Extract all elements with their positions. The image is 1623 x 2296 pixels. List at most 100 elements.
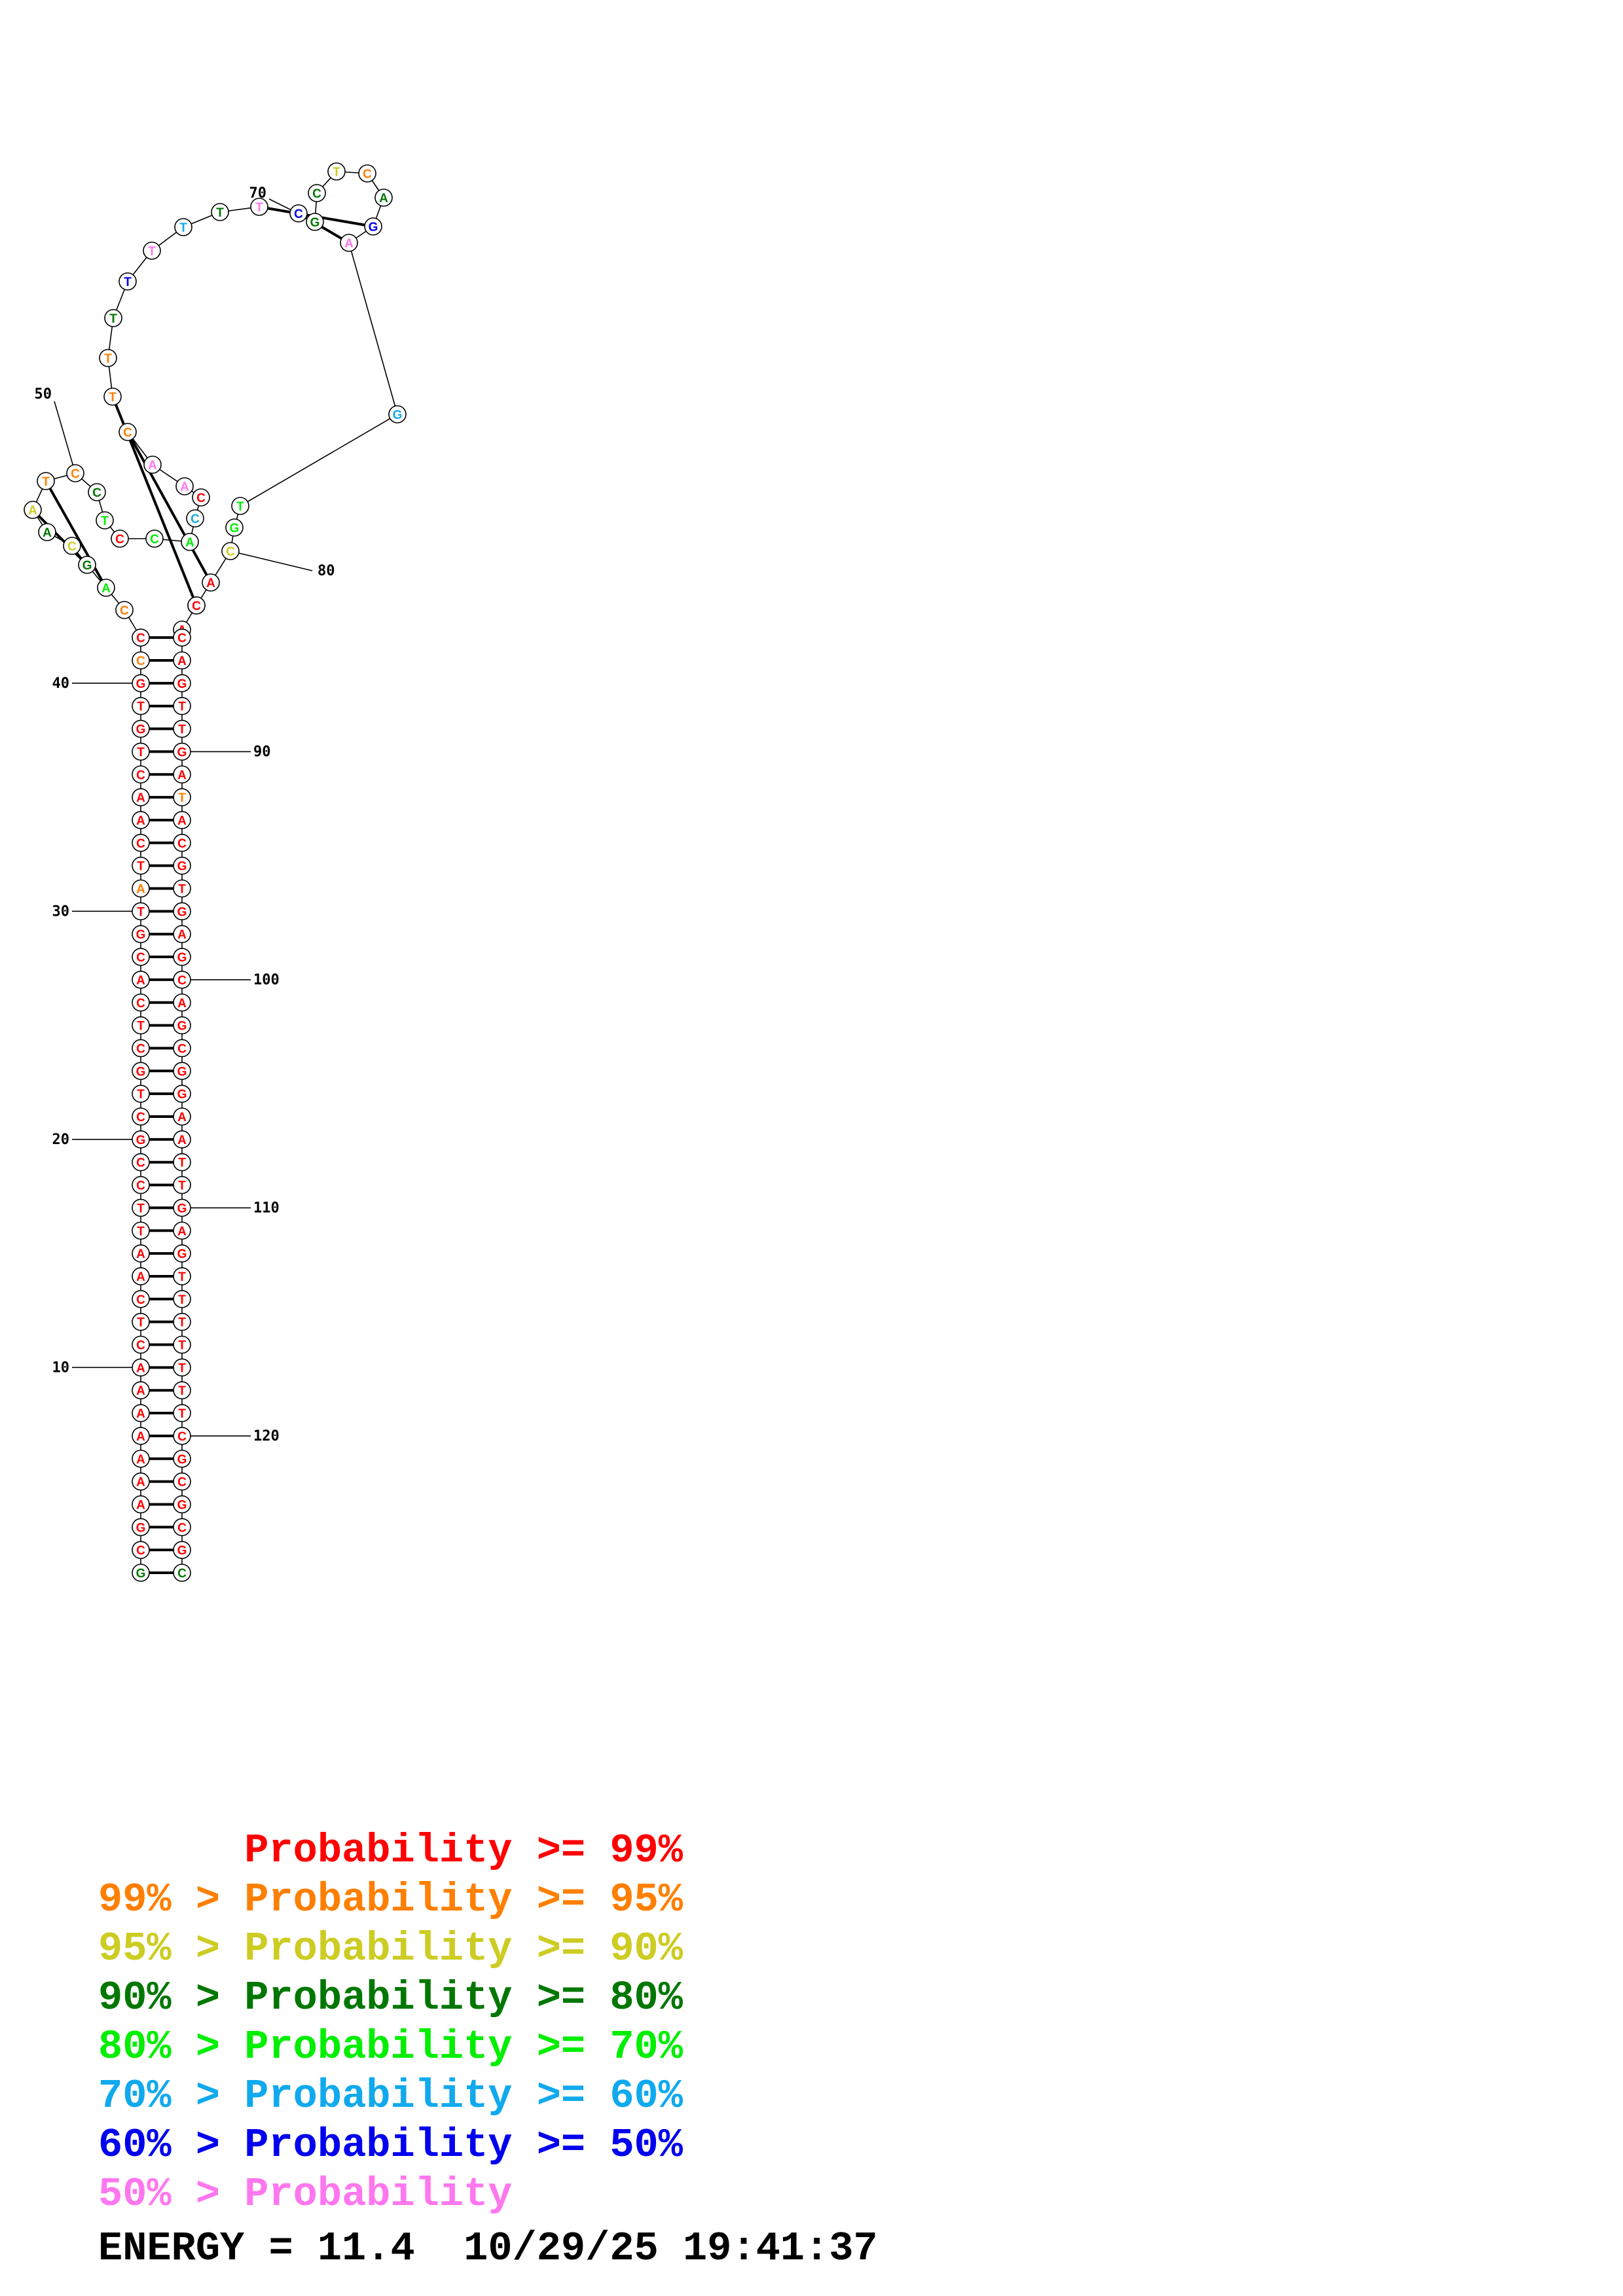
nucleotide-circle [132,1495,150,1514]
nucleotide-base: A [177,814,187,828]
nucleotide-72: T [327,162,346,181]
nucleotide-34: A [132,811,150,829]
nucleotide-circle [132,788,150,806]
nucleotide-base: C [115,533,124,547]
nucleotide-base: C [136,632,145,645]
nucleotide-circle [143,456,162,474]
nucleotide-circle [173,674,191,692]
nucleotide-circle [111,529,129,548]
nucleotide-circle [132,1381,150,1399]
nucleotide-18: C [132,1175,150,1194]
nucleotide-base: A [136,1384,145,1398]
nucleotide-4: A [132,1495,150,1514]
nucleotide-108: T [173,1153,191,1172]
nucleotide-60: C [119,423,137,441]
nucleotide-base: C [192,600,201,613]
nucleotide-base: C [363,168,372,181]
nucleotide-circle [173,1107,191,1126]
index-label-110: 110 [253,1200,280,1216]
nucleotide-base: C [136,1179,145,1193]
nucleotide-circle [358,164,376,183]
nucleotide-base: C [177,1521,187,1535]
nucleotide-circle [175,477,194,495]
nucleotide-57: C [192,488,210,507]
nucleotide-circle [132,1153,150,1172]
legend-prefix: 70% > [98,2073,245,2119]
nucleotide-circle [132,993,150,1012]
legend-row: 99% > Probability >= 95% [98,1875,683,1924]
nucleotide-14: A [132,1267,150,1285]
nucleotide-103: C [173,1039,191,1058]
nucleotide-circle [173,856,191,875]
nucleotide-base: A [177,997,187,1011]
nucleotide-circle [173,1085,191,1103]
nucleotide-circle [173,1062,191,1081]
nucleotide-circle [132,1312,150,1331]
nucleotide-base: C [136,1042,145,1056]
nucleotide-circle [173,948,191,966]
nucleotide-49: T [37,472,55,490]
nucleotide-circle [96,511,114,529]
nucleotide-circle [24,501,42,519]
nucleotide-100: C [173,971,191,989]
nucleotide-base: T [178,700,186,714]
nucleotide-47: A [38,523,56,541]
nucleotide-base: A [177,655,187,668]
nucleotide-117: T [173,1358,191,1377]
nucleotide-base: A [136,1361,145,1375]
nucleotide-circle [173,788,191,806]
nucleotide-106: A [173,1107,191,1126]
nucleotide-base: A [136,974,145,988]
nucleotide-2: C [132,1541,150,1559]
nucleotide-base: A [136,814,145,828]
nucleotide-22: T [132,1085,150,1103]
nucleotide-base: A [148,459,157,473]
nucleotide-24: C [132,1039,150,1058]
nucleotide-3: G [132,1518,150,1537]
nucleotide-25: T [132,1016,150,1035]
backbone-segment [348,242,398,415]
nucleotide-37: T [132,742,150,761]
nucleotide-111: A [173,1221,191,1240]
nucleotide-93: A [173,811,191,829]
nucleotide-circle [192,488,210,507]
nucleotide-circle [173,1472,191,1491]
nucleotide-circle [132,1335,150,1354]
nucleotide-119: T [173,1404,191,1422]
nucleotide-circle [97,579,115,597]
nucleotide-base: A [136,1430,145,1444]
nucleotide-base: C [177,974,187,988]
nucleotide-base: C [123,426,132,440]
nucleotide-base: T [333,166,340,179]
legend-text: Probability >= 99% [244,1827,683,1874]
nucleotide-circle [99,349,117,367]
legend-row: 50% > Probability [98,2170,683,2219]
nucleotide-circle [145,529,164,548]
nucleotide-113: T [173,1267,191,1285]
nucleotide-base: G [393,408,403,422]
nucleotide-base: A [206,577,215,590]
nucleotide-circle [132,1541,150,1559]
legend-row: Probability >= 99% [98,1826,683,1875]
nucleotide-circle [173,902,191,921]
nucleotide-base: G [136,1567,146,1581]
nucleotide-circle [173,1335,191,1354]
nucleotide-base: T [137,1202,145,1215]
nucleotide-110: G [173,1198,191,1217]
nucleotide-circle [132,1564,150,1582]
nucleotide-38: G [132,719,150,738]
legend-text: Probability >= 50% [244,2122,683,2168]
nucleotide-base: T [178,1384,186,1398]
nucleotide-circle [308,184,326,202]
nucleotide-base: C [136,837,145,851]
nucleotide-base: A [136,1407,145,1421]
legend-prefix: 80% > [98,2024,245,2070]
nucleotide-base: C [196,492,206,505]
index-tick [54,401,76,474]
energy-line: ENERGY = 11.4 10/29/25 19:41:37 [98,2225,878,2272]
nucleotide-circle [78,556,96,574]
nucleotide-31: A [132,879,150,898]
nucleotide-circle [173,1312,191,1331]
nucleotide-base: A [177,768,187,782]
